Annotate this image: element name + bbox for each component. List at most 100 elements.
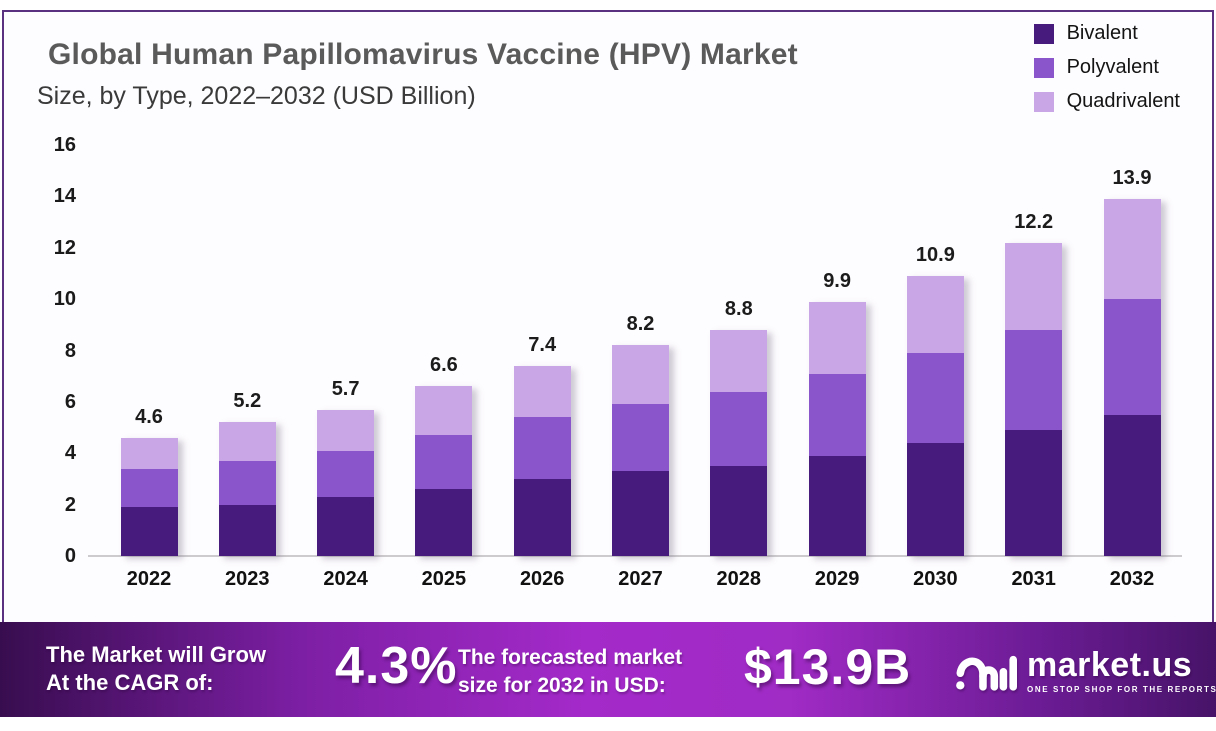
y-axis-tick-label: 8 <box>64 339 76 362</box>
bar-segment-polyvalent-2026 <box>513 417 571 479</box>
x-axis-label-2028: 2028 <box>716 568 762 590</box>
y-axis-tick-label: 10 <box>53 288 76 311</box>
growth-label-line2: At the CAGR of: <box>46 670 214 695</box>
brand-tagline: ONE STOP SHOP FOR THE REPORTS <box>1027 685 1216 694</box>
bar-total-label-2031: 12.2 <box>1014 210 1054 233</box>
bar-segment-polyvalent-2031 <box>1005 329 1063 431</box>
bar-segment-polyvalent-2030 <box>906 353 964 443</box>
y-axis-tick-label: 14 <box>53 185 76 208</box>
y-axis-tick-label: 4 <box>64 442 76 465</box>
brand-name: market.us <box>1027 646 1193 684</box>
x-axis-label-2030: 2030 <box>913 568 958 590</box>
bar-total-label-2029: 9.9 <box>823 269 851 292</box>
bar-segment-quadrivalent-2026 <box>513 365 571 418</box>
y-axis-tick-label: 0 <box>64 545 76 567</box>
bar-segment-bivalent-2030 <box>906 442 964 556</box>
x-axis-label-2023: 2023 <box>225 568 270 590</box>
bar-segment-bivalent-2024 <box>317 496 375 556</box>
chart-panel: Global Human Papillomavirus Vaccine (HPV… <box>2 10 1214 622</box>
bar-2027 <box>612 345 669 556</box>
bar-total-label-2027: 8.2 <box>626 313 655 336</box>
bar-segment-bivalent-2022 <box>120 507 178 556</box>
bar-total-label-2022: 4.6 <box>135 405 163 428</box>
bar-2024 <box>317 409 375 556</box>
plot-area: 0 2 4 6 8 10 12 14 16 4.6 2022 5.2 2023 5.7 2024 6.6 202… <box>4 12 1212 622</box>
bar-2025 <box>415 386 473 556</box>
bar-segment-bivalent-2025 <box>415 489 473 556</box>
forecast-value: $13.9B <box>744 639 912 695</box>
bar-2030 <box>906 276 964 556</box>
bar-segment-polyvalent-2027 <box>612 404 669 472</box>
forecast-label-line2: size for 2032 in USD: <box>458 674 666 697</box>
chart-subtitle: Size, by Type, 2022–2032 (USD Billion) <box>37 82 476 110</box>
bar-segment-polyvalent-2023 <box>218 460 276 505</box>
bar-2028 <box>710 329 768 556</box>
bar-2031 <box>1005 242 1063 556</box>
legend-swatch-quadrivalent <box>1033 91 1054 112</box>
legend-item-polyvalent: Polyvalent <box>1033 56 1180 79</box>
bar-segment-bivalent-2023 <box>218 504 276 556</box>
brand-text-block: market.us ONE STOP SHOP FOR THE REPORTS <box>1027 648 1216 694</box>
x-axis-baseline <box>88 555 1182 557</box>
bar-2032 <box>1103 198 1161 556</box>
x-axis-label-2025: 2025 <box>421 568 467 590</box>
growth-label: The Market will Grow At the CAGR of: <box>46 641 266 697</box>
bar-segment-polyvalent-2024 <box>317 450 375 497</box>
bar-segment-polyvalent-2022 <box>120 468 178 508</box>
bar-segment-quadrivalent-2022 <box>120 437 178 469</box>
cagr-value: 4.3% <box>335 637 458 695</box>
y-axis-tick-label: 2 <box>64 493 76 516</box>
legend-item-bivalent: Bivalent <box>1033 22 1180 45</box>
cagr-banner: The Market will Grow At the CAGR of: 4.3… <box>0 622 1216 717</box>
y-axis-tick-label: 12 <box>53 236 76 259</box>
bar-segment-polyvalent-2028 <box>710 391 768 467</box>
legend-item-quadrivalent: Quadrivalent <box>1033 90 1180 113</box>
bar-segment-quadrivalent-2025 <box>415 386 473 436</box>
x-axis-label-2027: 2027 <box>618 568 663 590</box>
brand-logo: market.us ONE STOP SHOP FOR THE REPORTS <box>955 643 1216 699</box>
y-axis-tick-label: 6 <box>64 390 76 413</box>
y-axis-tick-label: 16 <box>53 134 76 156</box>
bar-segment-bivalent-2027 <box>612 471 669 556</box>
x-axis-label-2024: 2024 <box>323 568 368 590</box>
bar-total-label-2026: 7.4 <box>528 333 557 356</box>
bar-segment-quadrivalent-2030 <box>906 276 964 354</box>
bar-segment-polyvalent-2025 <box>415 435 473 490</box>
x-axis-label-2031: 2031 <box>1011 568 1056 590</box>
bar-segment-quadrivalent-2029 <box>808 301 866 374</box>
chart-title: Global Human Papillomavirus Vaccine (HPV… <box>48 38 798 71</box>
bar-segment-quadrivalent-2032 <box>1103 198 1161 300</box>
legend-label-quadrivalent: Quadrivalent <box>1066 90 1180 112</box>
legend-swatch-polyvalent <box>1033 57 1054 78</box>
bar-segment-bivalent-2029 <box>808 455 866 556</box>
bar-segment-polyvalent-2029 <box>808 373 866 456</box>
bar-2026 <box>513 365 571 556</box>
bar-segment-bivalent-2028 <box>710 466 768 556</box>
x-axis-label-2029: 2029 <box>814 568 860 590</box>
legend-swatch-bivalent <box>1033 23 1054 44</box>
growth-label-line1: The Market will Grow <box>46 642 267 667</box>
bar-2022 <box>120 437 178 556</box>
bar-total-label-2025: 6.6 <box>429 354 458 377</box>
x-axis-label-2032: 2032 <box>1109 568 1155 590</box>
bar-2023 <box>218 422 276 556</box>
bar-segment-quadrivalent-2028 <box>710 329 768 392</box>
bar-segment-polyvalent-2032 <box>1103 299 1161 415</box>
bar-total-label-2028: 8.8 <box>724 297 753 320</box>
bar-total-label-2024: 5.7 <box>331 377 360 400</box>
bar-segment-quadrivalent-2024 <box>317 409 375 451</box>
bar-segment-bivalent-2032 <box>1103 414 1161 556</box>
forecast-label: The forecasted market size for 2032 in U… <box>458 644 682 700</box>
bar-segment-bivalent-2026 <box>513 478 571 556</box>
bar-segment-quadrivalent-2031 <box>1005 242 1063 330</box>
forecast-label-line1: The forecasted market <box>458 646 683 669</box>
bar-total-label-2030: 10.9 <box>915 244 955 266</box>
x-axis-label-2026: 2026 <box>519 568 565 590</box>
bar-segment-quadrivalent-2027 <box>612 345 669 405</box>
x-axis-label-2022: 2022 <box>126 568 172 590</box>
bar-total-label-2023: 5.2 <box>233 390 262 413</box>
bar-segment-bivalent-2031 <box>1005 430 1063 556</box>
chart-legend: Bivalent Polyvalent Quadrivalent <box>1033 22 1180 113</box>
bar-total-label-2032: 13.9 <box>1112 166 1152 189</box>
